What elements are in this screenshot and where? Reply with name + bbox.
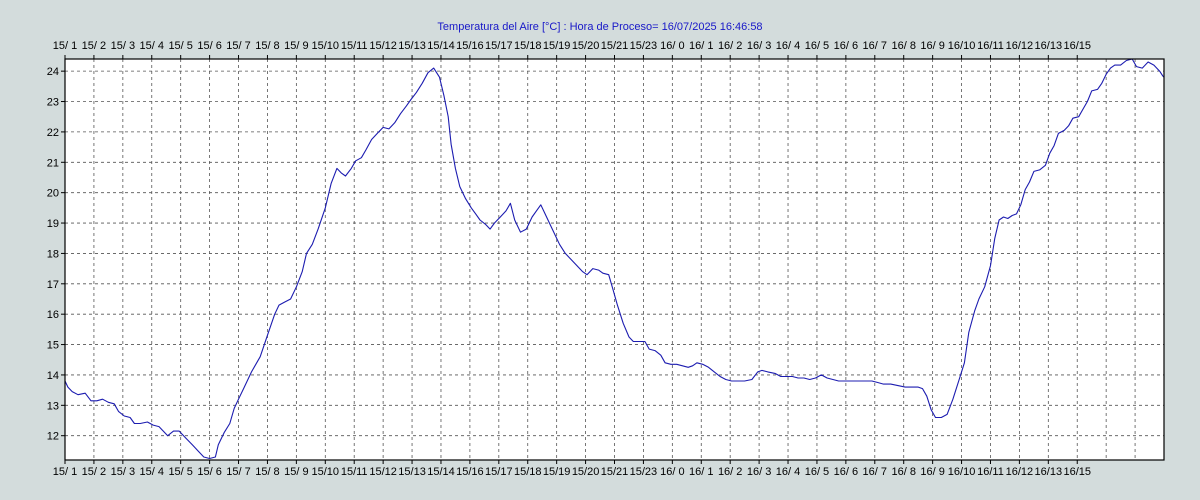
y-tick-label: 16 (47, 309, 59, 321)
x-tick-label-bottom: 15/ 5 (168, 466, 192, 478)
y-tick-label: 13 (47, 400, 59, 412)
x-tick-label-bottom: 15/19 (543, 466, 571, 478)
x-tick-label-bottom: 16/ 2 (718, 466, 742, 478)
x-tick-label-top: 15/ 1 (53, 40, 77, 52)
x-tick-label-bottom: 15/18 (514, 466, 542, 478)
y-tick-label: 12 (47, 431, 59, 443)
y-tick-label: 22 (47, 127, 59, 139)
x-tick-label-top: 16/ 3 (747, 40, 771, 52)
x-tick-label-bottom: 15/13 (398, 466, 426, 478)
x-tick-label-top: 15/21 (601, 40, 629, 52)
x-tick-label-bottom: 16/ 9 (920, 466, 944, 478)
x-tick-label-top: 16/13 (1035, 40, 1063, 52)
x-tick-label-top: 15/ 5 (168, 40, 192, 52)
x-tick-label-bottom: 15/21 (601, 466, 629, 478)
y-tick-label: 20 (47, 188, 59, 200)
x-tick-label-top: 15/ 3 (111, 40, 135, 52)
x-tick-label-bottom: 16/ 6 (834, 466, 858, 478)
x-tick-label-top: 16/ 1 (689, 40, 713, 52)
y-axis-ticks: 12 13 14 15 16 17 18 19 20 21 22 23 24 (47, 66, 65, 443)
x-tick-label-top: 16/ 0 (660, 40, 684, 52)
x-tick-label-bottom: 15/12 (369, 466, 397, 478)
x-tick-label-bottom: 15/10 (312, 466, 340, 478)
x-tick-label-top: 16/15 (1063, 40, 1091, 52)
series-layer (64, 58, 1165, 460)
x-tick-label-top: 15/10 (312, 40, 340, 52)
x-tick-label-bottom: 16/11 (977, 466, 1004, 478)
x-tick-label-top: 16/11 (977, 40, 1004, 52)
plot-border (64, 58, 1165, 461)
y-tick-label: 14 (47, 370, 59, 382)
y-tick-label: 17 (47, 279, 59, 291)
x-tick-label-bottom: 15/ 1 (53, 466, 77, 478)
x-tick-label-top: 16/ 5 (805, 40, 829, 52)
x-axis-ticks-top: 15/ 1 15/ 2 15/ 3 15/ 4 15/ 5 15/ 6 15/ 7 15/ 8… (53, 40, 1091, 59)
y-tick-label: 15 (47, 340, 59, 352)
x-tick-label-top: 16/ 4 (776, 40, 800, 52)
x-tick-label-bottom: 15/ 6 (197, 466, 221, 478)
x-tick-label-top: 16/10 (948, 40, 976, 52)
x-tick-label-top: 15/18 (514, 40, 542, 52)
x-tick-label-top: 16/ 9 (920, 40, 944, 52)
x-tick-label-bottom: 16/15 (1063, 466, 1091, 478)
x-tick-label-bottom: 16/ 8 (891, 466, 915, 478)
x-tick-label-top: 15/ 4 (140, 40, 164, 52)
x-tick-label-bottom: 15/ 2 (82, 466, 106, 478)
x-tick-label-bottom: 15/ 3 (111, 466, 135, 478)
x-tick-label-top: 15/19 (543, 40, 571, 52)
x-tick-label-bottom: 16/ 0 (660, 466, 684, 478)
y-tick-label: 18 (47, 248, 59, 260)
x-tick-label-top: 16/12 (1006, 40, 1034, 52)
x-tick-label-bottom: 15/11 (341, 466, 368, 478)
x-tick-label-top: 16/ 8 (891, 40, 915, 52)
x-tick-label-bottom: 16/ 7 (863, 466, 887, 478)
y-tick-label: 23 (47, 97, 59, 109)
chart-title: Temperatura del Aire [°C] : Hora de Proc… (437, 21, 762, 33)
x-tick-label-bottom: 16/ 3 (747, 466, 771, 478)
x-tick-label-bottom: 16/ 4 (776, 466, 800, 478)
y-tick-label: 24 (47, 66, 59, 78)
x-axis-ticks-bottom: 15/ 1 15/ 2 15/ 3 15/ 4 15/ 5 15/ 6 15/ 7 15/ 8… (53, 460, 1091, 478)
x-tick-label-bottom: 16/12 (1006, 466, 1034, 478)
x-tick-label-bottom: 15/20 (572, 466, 600, 478)
x-tick-label-bottom: 15/17 (485, 466, 513, 478)
x-tick-label-top: 16/ 6 (834, 40, 858, 52)
x-tick-label-top: 16/ 2 (718, 40, 742, 52)
x-tick-label-bottom: 15/23 (630, 466, 658, 478)
x-tick-label-top: 15/ 2 (82, 40, 106, 52)
x-tick-label-top: 15/ 7 (226, 40, 250, 52)
x-tick-label-top: 15/16 (456, 40, 484, 52)
x-tick-label-top: 15/14 (427, 40, 455, 52)
y-tick-label: 19 (47, 218, 59, 230)
x-tick-label-bottom: 15/ 7 (226, 466, 250, 478)
series-line-temperature (64, 58, 1165, 460)
grid-lines (64, 59, 1165, 460)
x-tick-label-top: 15/20 (572, 40, 600, 52)
x-tick-label-bottom: 16/ 5 (805, 466, 829, 478)
x-tick-label-bottom: 15/ 4 (140, 466, 164, 478)
x-tick-label-bottom: 15/ 8 (255, 466, 279, 478)
x-tick-label-top: 15/13 (398, 40, 426, 52)
x-tick-label-top: 15/ 6 (197, 40, 221, 52)
x-tick-label-top: 15/11 (341, 40, 368, 52)
x-tick-label-bottom: 16/13 (1035, 466, 1063, 478)
x-tick-label-top: 15/ 9 (284, 40, 308, 52)
x-tick-label-bottom: 16/ 1 (689, 466, 713, 478)
x-tick-label-top: 16/ 7 (863, 40, 887, 52)
x-tick-label-bottom: 15/ 9 (284, 466, 308, 478)
x-tick-label-top: 15/17 (485, 40, 513, 52)
x-tick-label-bottom: 16/10 (948, 466, 976, 478)
x-tick-label-top: 15/ 8 (255, 40, 279, 52)
x-tick-label-top: 15/12 (369, 40, 397, 52)
x-tick-label-top: 15/23 (630, 40, 658, 52)
x-tick-label-bottom: 15/16 (456, 466, 484, 478)
x-tick-label-bottom: 15/14 (427, 466, 455, 478)
y-tick-label: 21 (47, 157, 59, 169)
